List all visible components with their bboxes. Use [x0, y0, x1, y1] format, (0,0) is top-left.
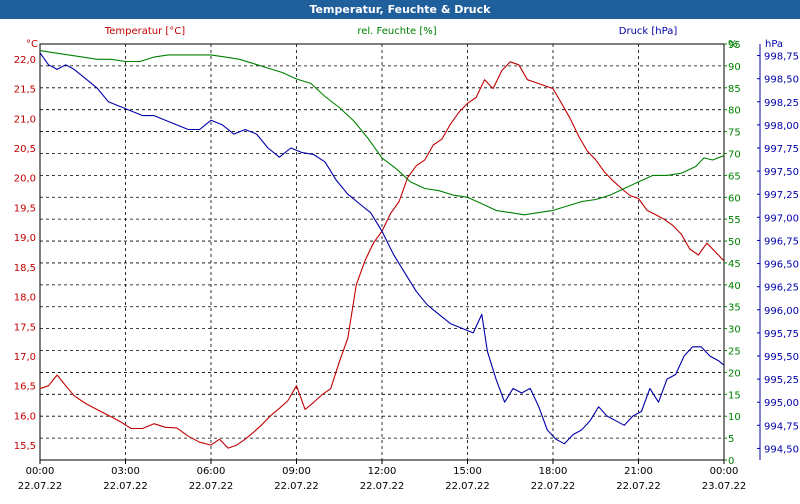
right-tick-label: 994,50 [764, 444, 799, 455]
right-tick-label: 998,25 [764, 98, 799, 109]
middle-tick-label: 70 [728, 149, 741, 160]
left-tick-label: 21,0 [14, 114, 36, 125]
middle-tick-label: 45 [728, 259, 741, 270]
axes [39, 43, 761, 464]
x-tick-label-time: 18:00 [539, 466, 568, 477]
right-tick-label: 996,00 [764, 306, 799, 317]
middle-tick-label: 60 [728, 193, 741, 204]
x-tick-label-time: 21:00 [624, 466, 653, 477]
grid-lines [40, 44, 724, 460]
middle-tick-label: 95 [728, 40, 741, 51]
left-tick-label: 17,5 [14, 322, 36, 333]
right-tick-label: 998,75 [764, 52, 799, 63]
x-tick-label-time: 09:00 [282, 466, 311, 477]
left-tick-label: 15,5 [14, 441, 36, 452]
middle-tick-label: 90 [728, 62, 741, 73]
x-tick-label-time: 15:00 [453, 466, 482, 477]
right-tick-label: 997,75 [764, 144, 799, 155]
left-axis-header: Temperatur [°C] [104, 26, 185, 37]
middle-tick-label: 50 [728, 237, 741, 248]
x-tick-label-date: 22.07.22 [18, 481, 63, 492]
pressure-line [39, 52, 725, 445]
right-axis-unit: hPa [765, 39, 783, 50]
middle-tick-label: 30 [728, 325, 741, 336]
humidity-line [39, 50, 725, 216]
right-tick-label: 995,75 [764, 329, 799, 340]
x-tick-label-date: 22.07.22 [445, 481, 490, 492]
x-tick-label-date: 22.07.22 [189, 481, 234, 492]
chart-title: Temperatur, Feuchte & Druck [309, 3, 491, 16]
middle-tick-label: 5 [728, 434, 734, 445]
left-tick-label: 19,0 [14, 233, 36, 244]
x-tick-label-date: 22.07.22 [103, 481, 148, 492]
x-tick-label-time: 06:00 [197, 466, 226, 477]
left-tick-label: 17,0 [14, 352, 36, 363]
right-tick-label: 996,50 [764, 260, 799, 271]
x-tick-label-date: 22.07.22 [360, 481, 405, 492]
left-tick-label: 16,0 [14, 411, 36, 422]
right-tick-label: 997,00 [764, 213, 799, 224]
middle-tick-label: 40 [728, 281, 741, 292]
x-tick-label-date: 23.07.22 [702, 481, 747, 492]
middle-tick-label: 10 [728, 412, 741, 423]
right-tick-label: 994,75 [764, 421, 799, 432]
right-tick-label: 997,25 [764, 190, 799, 201]
chart-title-bar: Temperatur, Feuchte & Druck [0, 0, 800, 19]
right-tick-label: 998,00 [764, 121, 799, 132]
x-tick-label-date: 22.07.22 [616, 481, 661, 492]
right-tick-label: 995,25 [764, 375, 799, 386]
line-chart: 00:00 22.07.22 03:00 22.07.22 06:00 22.07.22 0… [14, 26, 799, 492]
left-tick-label: 18,5 [14, 263, 36, 274]
middle-axis-unit: % [728, 39, 738, 50]
middle-tick-label: 65 [728, 171, 741, 182]
left-tick-label: 21,5 [14, 85, 36, 96]
x-tick-label-date: 22.07.22 [531, 481, 576, 492]
right-axis-header: Druck [hPa] [619, 26, 678, 37]
middle-tick-label: 15 [728, 390, 741, 401]
x-tick-label-time: 12:00 [368, 466, 397, 477]
x-tick-label-time: 00:00 [26, 466, 55, 477]
right-tick-label: 997,50 [764, 167, 799, 178]
chart-area: 00:00 22.07.22 03:00 22.07.22 06:00 22.07.22 0… [0, 19, 800, 500]
x-tick-label-time: 03:00 [111, 466, 140, 477]
right-tick-label: 996,25 [764, 283, 799, 294]
middle-tick-label: 0 [728, 456, 734, 467]
middle-tick-label: 55 [728, 215, 741, 226]
middle-tick-label: 75 [728, 128, 741, 139]
left-tick-label: 20,0 [14, 174, 36, 185]
temperature-line [39, 61, 725, 449]
right-tick-label: 995,50 [764, 352, 799, 363]
left-tick-label: 22,0 [14, 55, 36, 66]
middle-tick-label: 20 [728, 368, 741, 379]
left-axis-unit: °C [26, 39, 38, 50]
middle-tick-label: 85 [728, 84, 741, 95]
x-tick-label-time: 00:00 [710, 466, 739, 477]
middle-tick-label: 80 [728, 106, 741, 117]
middle-tick-label: 25 [728, 347, 741, 358]
right-tick-label: 995,00 [764, 398, 799, 409]
left-tick-label: 19,5 [14, 203, 36, 214]
series-lines [39, 50, 725, 449]
right-tick-label: 996,75 [764, 236, 799, 247]
right-tick-label: 998,50 [764, 75, 799, 86]
left-tick-label: 18,0 [14, 293, 36, 304]
left-tick-label: 20,5 [14, 144, 36, 155]
middle-tick-label: 35 [728, 303, 741, 314]
x-tick-label-date: 22.07.22 [274, 481, 319, 492]
tick-labels: 00:00 22.07.22 03:00 22.07.22 06:00 22.07.22 0… [14, 26, 799, 492]
middle-axis-header: rel. Feuchte [%] [357, 26, 436, 37]
left-tick-label: 16,5 [14, 382, 36, 393]
